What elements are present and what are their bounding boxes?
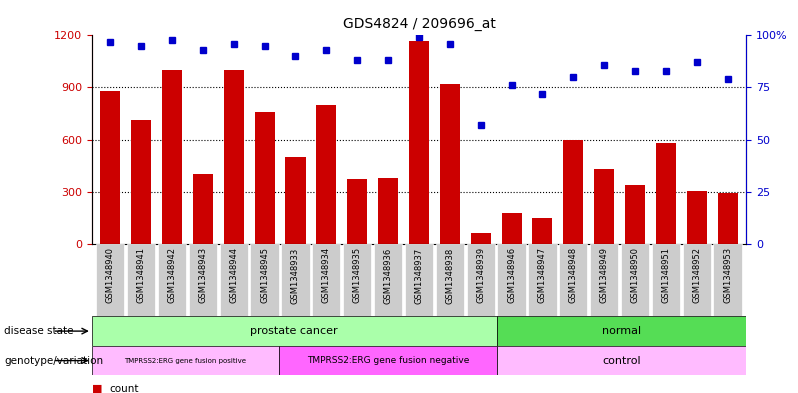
Bar bbox=[162, 70, 182, 244]
Text: GSM1348949: GSM1348949 bbox=[599, 247, 609, 303]
FancyBboxPatch shape bbox=[343, 244, 371, 316]
Text: GSM1348938: GSM1348938 bbox=[445, 247, 454, 303]
FancyBboxPatch shape bbox=[251, 244, 279, 316]
Bar bbox=[255, 112, 275, 244]
FancyBboxPatch shape bbox=[127, 244, 156, 316]
Text: GSM1348934: GSM1348934 bbox=[322, 247, 331, 303]
Bar bbox=[595, 169, 614, 244]
FancyBboxPatch shape bbox=[405, 244, 433, 316]
Text: count: count bbox=[109, 384, 139, 393]
Bar bbox=[193, 174, 213, 244]
FancyBboxPatch shape bbox=[528, 244, 556, 316]
Bar bbox=[409, 40, 429, 244]
Text: control: control bbox=[602, 356, 641, 365]
FancyBboxPatch shape bbox=[497, 316, 746, 346]
Text: GSM1348953: GSM1348953 bbox=[723, 247, 732, 303]
FancyBboxPatch shape bbox=[282, 244, 310, 316]
Bar bbox=[440, 84, 460, 244]
Text: GSM1348941: GSM1348941 bbox=[136, 247, 146, 303]
Bar bbox=[223, 70, 243, 244]
FancyBboxPatch shape bbox=[559, 244, 587, 316]
FancyBboxPatch shape bbox=[682, 244, 711, 316]
Text: GSM1348945: GSM1348945 bbox=[260, 247, 269, 303]
Text: ■: ■ bbox=[92, 384, 102, 393]
Bar bbox=[101, 91, 120, 244]
Text: TMPRSS2:ERG gene fusion positive: TMPRSS2:ERG gene fusion positive bbox=[124, 358, 247, 364]
Text: GSM1348947: GSM1348947 bbox=[538, 247, 547, 303]
Text: GSM1348952: GSM1348952 bbox=[692, 247, 701, 303]
FancyBboxPatch shape bbox=[497, 244, 526, 316]
Bar bbox=[286, 157, 306, 244]
FancyBboxPatch shape bbox=[189, 244, 217, 316]
FancyBboxPatch shape bbox=[590, 244, 618, 316]
FancyBboxPatch shape bbox=[436, 244, 464, 316]
Bar bbox=[625, 185, 645, 244]
FancyBboxPatch shape bbox=[158, 244, 186, 316]
Text: GSM1348950: GSM1348950 bbox=[630, 247, 639, 303]
Bar bbox=[347, 180, 367, 244]
Text: GSM1348951: GSM1348951 bbox=[662, 247, 670, 303]
Text: GSM1348943: GSM1348943 bbox=[199, 247, 207, 303]
Text: GSM1348935: GSM1348935 bbox=[353, 247, 361, 303]
Bar bbox=[378, 178, 398, 244]
Bar bbox=[131, 120, 151, 244]
Bar bbox=[316, 105, 337, 244]
Text: GSM1348946: GSM1348946 bbox=[507, 247, 516, 303]
Text: GSM1348939: GSM1348939 bbox=[476, 247, 485, 303]
Text: GSM1348942: GSM1348942 bbox=[168, 247, 176, 303]
FancyBboxPatch shape bbox=[652, 244, 680, 316]
Text: normal: normal bbox=[602, 326, 641, 336]
FancyBboxPatch shape bbox=[279, 346, 497, 375]
FancyBboxPatch shape bbox=[497, 346, 746, 375]
FancyBboxPatch shape bbox=[467, 244, 495, 316]
FancyBboxPatch shape bbox=[219, 244, 248, 316]
Text: TMPRSS2:ERG gene fusion negative: TMPRSS2:ERG gene fusion negative bbox=[306, 356, 469, 365]
Text: prostate cancer: prostate cancer bbox=[251, 326, 338, 336]
Text: GSM1348940: GSM1348940 bbox=[106, 247, 115, 303]
Bar bbox=[471, 233, 491, 244]
Text: genotype/variation: genotype/variation bbox=[4, 356, 103, 365]
Text: GSM1348936: GSM1348936 bbox=[384, 247, 393, 303]
FancyBboxPatch shape bbox=[97, 244, 124, 316]
Text: GSM1348948: GSM1348948 bbox=[569, 247, 578, 303]
Bar bbox=[656, 143, 676, 244]
FancyBboxPatch shape bbox=[92, 346, 279, 375]
Text: GSM1348937: GSM1348937 bbox=[414, 247, 424, 303]
Bar bbox=[501, 213, 522, 244]
FancyBboxPatch shape bbox=[713, 244, 741, 316]
FancyBboxPatch shape bbox=[92, 316, 497, 346]
FancyBboxPatch shape bbox=[312, 244, 341, 316]
Bar bbox=[717, 193, 737, 244]
Bar bbox=[532, 219, 552, 244]
FancyBboxPatch shape bbox=[621, 244, 649, 316]
Text: disease state: disease state bbox=[4, 326, 73, 336]
Text: GSM1348933: GSM1348933 bbox=[291, 247, 300, 303]
FancyBboxPatch shape bbox=[374, 244, 402, 316]
Bar bbox=[563, 140, 583, 244]
Text: GSM1348944: GSM1348944 bbox=[229, 247, 239, 303]
Bar bbox=[687, 191, 707, 244]
Text: GDS4824 / 209696_at: GDS4824 / 209696_at bbox=[342, 17, 496, 31]
